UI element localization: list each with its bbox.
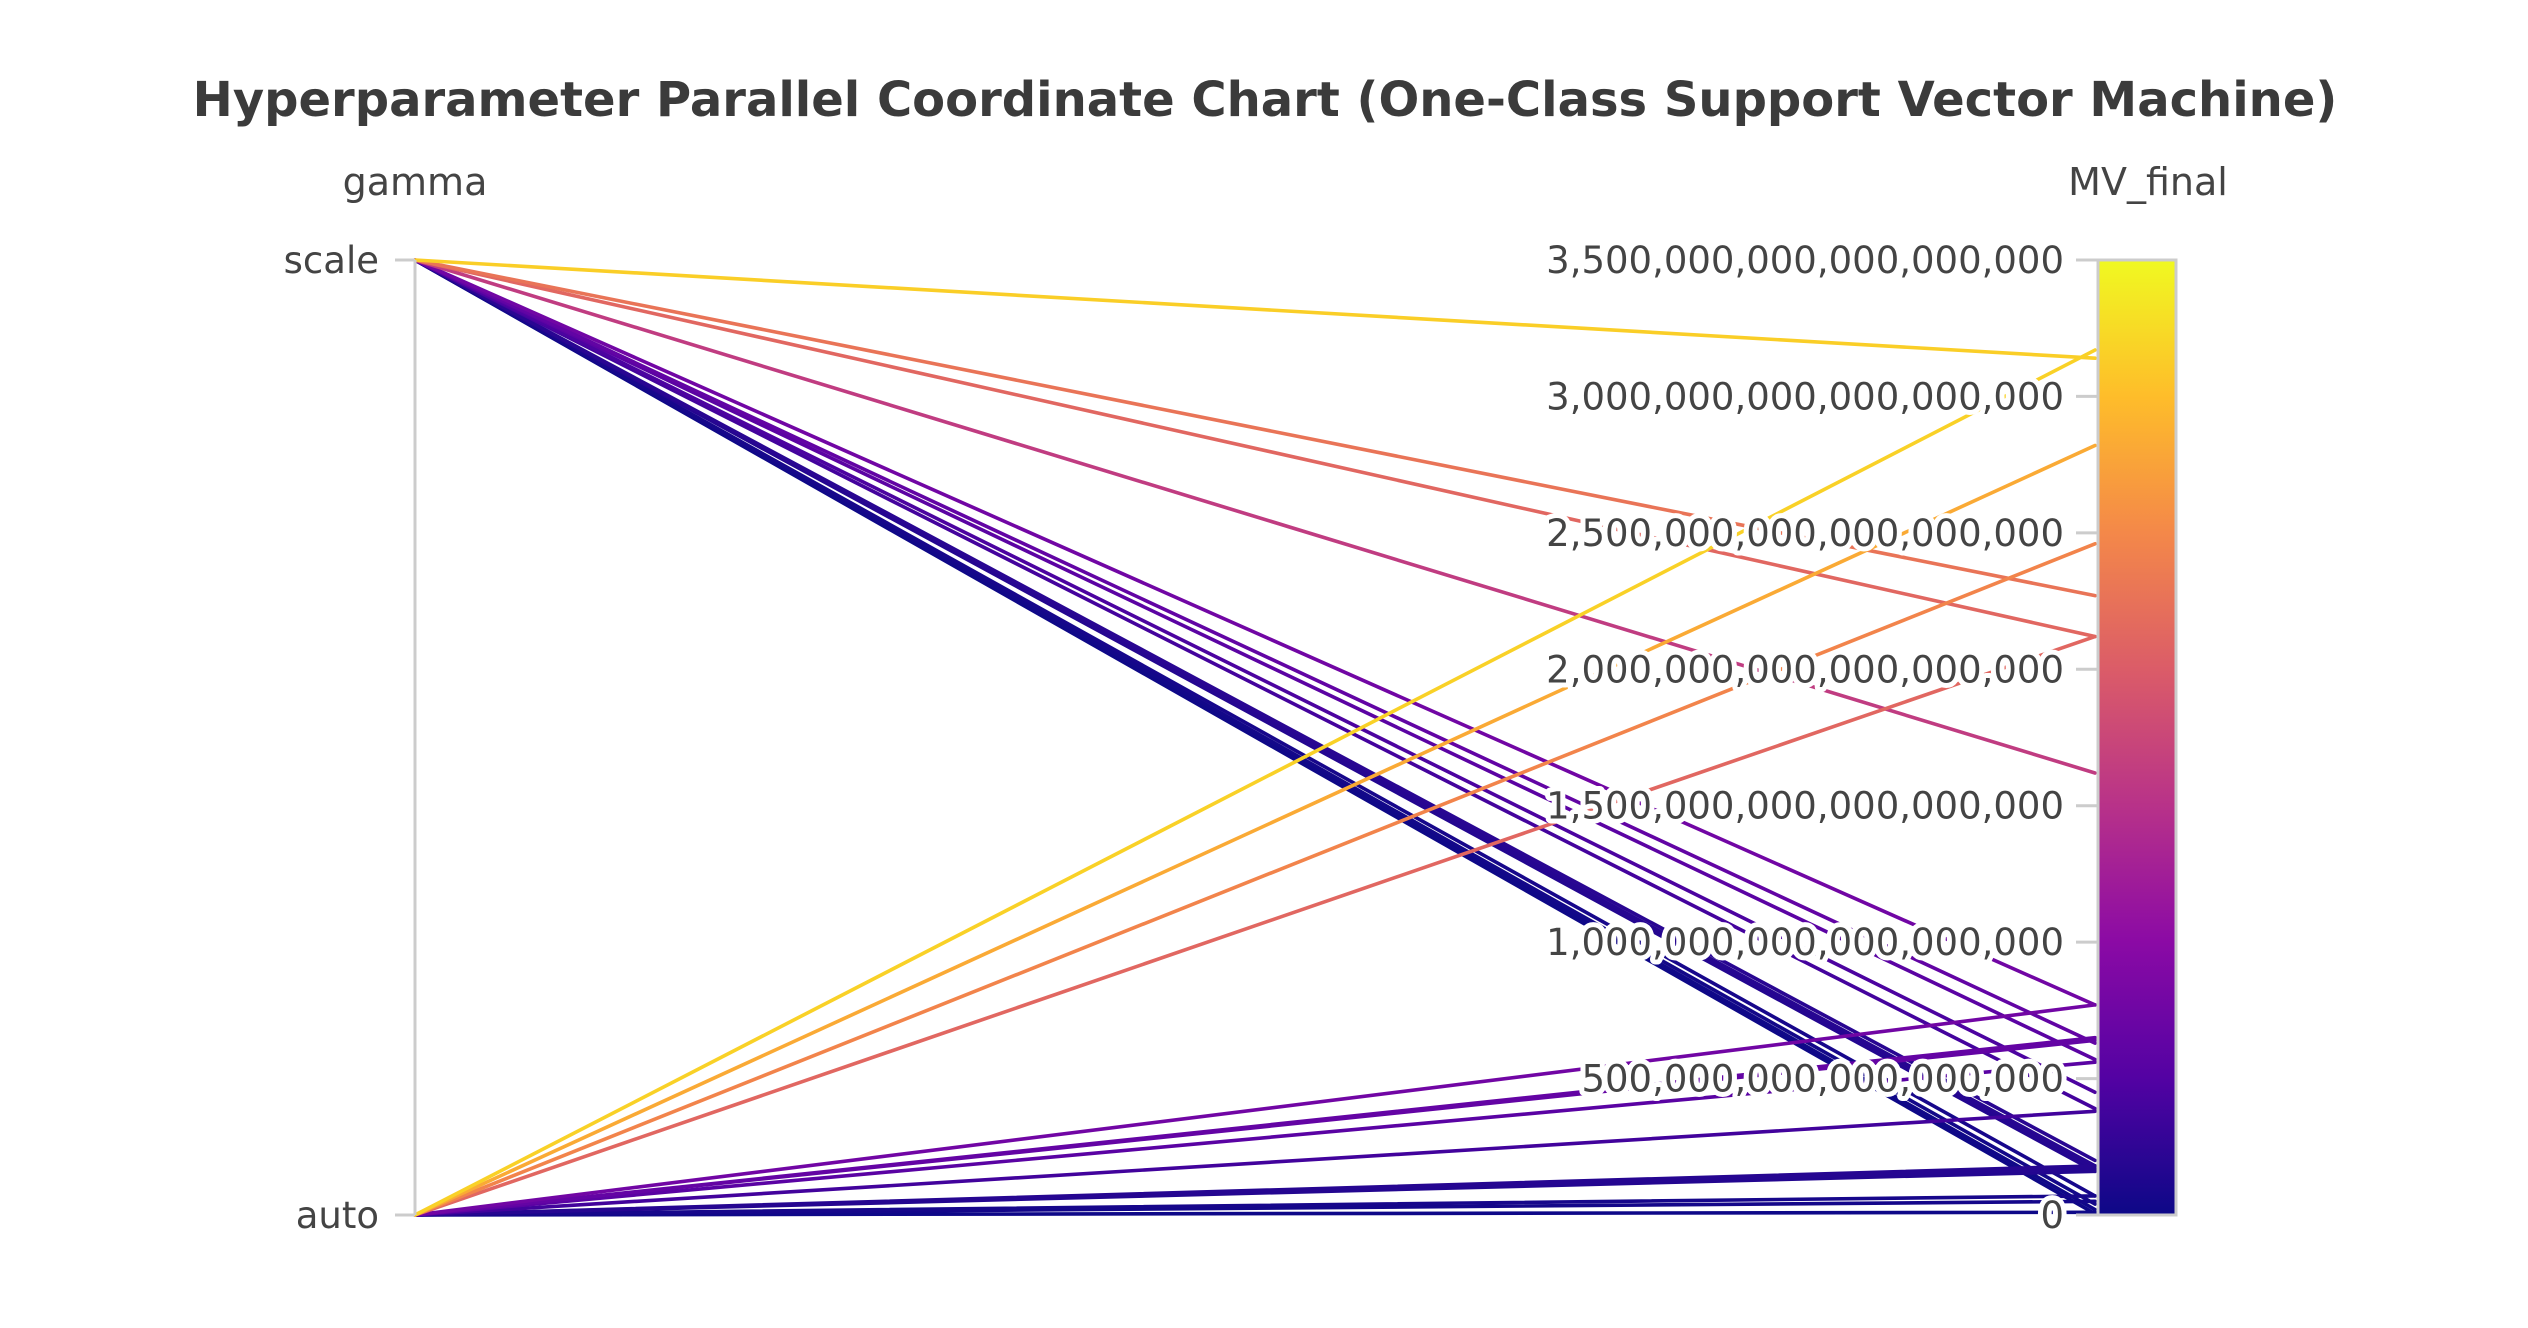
gamma-tick-label-auto: auto [296, 1194, 379, 1237]
data-line-21 [413, 634, 2097, 1217]
mv-final-tick-label-4: 2,000,000,000,000,000,000 [1546, 648, 2064, 691]
data-line-26 [413, 1109, 2097, 1217]
data-line-3 [413, 258, 2097, 639]
mv-final-tick-label-5: 2,500,000,000,000,000,000 [1546, 512, 2064, 555]
data-line-5 [413, 258, 2097, 1007]
mv-final-tick-label-6: 3,000,000,000,000,000,000 [1546, 375, 2064, 418]
gamma-axis-title: gamma [343, 160, 488, 204]
data-lines [413, 258, 2097, 1217]
data-line-25 [413, 1060, 2097, 1217]
mv-final-tick-label-0: 0 [2040, 1194, 2064, 1237]
data-line-22 [413, 1003, 2097, 1217]
data-line-8 [413, 258, 2097, 1095]
axes: scale auto 0 500,000,000,000,000,000 1,000,0… [284, 234, 2178, 1242]
data-line-1 [413, 258, 2097, 361]
data-line-20 [413, 541, 2097, 1217]
data-line-27 [413, 1164, 2097, 1217]
data-line-23 [413, 1035, 2097, 1217]
data-line-9 [413, 258, 2097, 1111]
chart-title: Hyperparameter Parallel Coordinate Chart… [193, 72, 2338, 128]
mv-final-tick-label-1: 500,000,000,000,000,000 [1581, 1058, 2064, 1101]
data-line-7 [413, 258, 2097, 1062]
mv-final-colorbar [2096, 258, 2178, 1217]
gamma-tick-label-scale: scale [284, 239, 379, 282]
data-line-19 [413, 443, 2097, 1217]
data-line-18 [413, 348, 2097, 1217]
data-line-6 [413, 258, 2097, 1045]
mv-final-tick-label-2: 1,000,000,000,000,000,000 [1546, 921, 2064, 964]
data-line-2 [413, 258, 2097, 598]
data-line-30 [413, 1194, 2097, 1217]
data-line-32 [413, 1210, 2097, 1217]
mv-final-axis-title: MV_final [2068, 160, 2228, 204]
data-line-10 [413, 258, 2097, 1163]
mv-final-tick-label-3: 1,500,000,000,000,000,000 [1546, 785, 2064, 828]
mv-final-tick-label-7: 3,500,000,000,000,000,000 [1546, 239, 2064, 282]
data-line-4 [413, 258, 2097, 775]
